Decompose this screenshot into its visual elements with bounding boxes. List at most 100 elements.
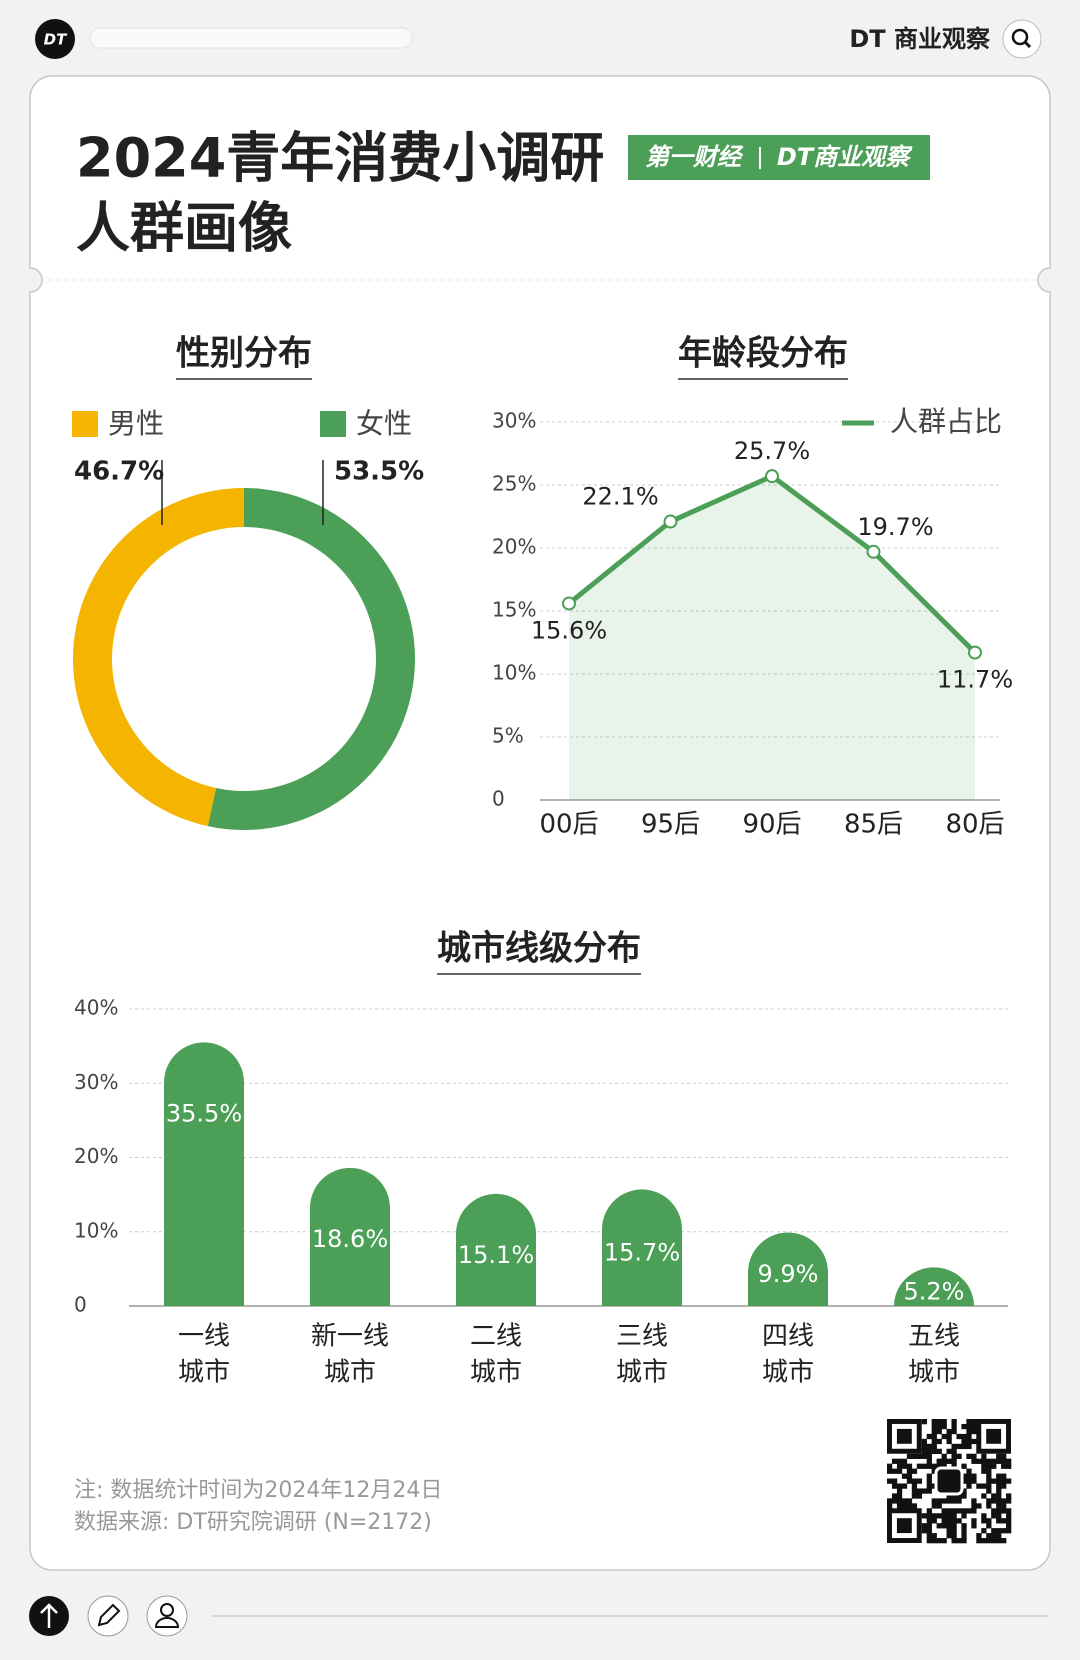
qr-cell	[941, 1458, 947, 1464]
qr-cell	[991, 1478, 997, 1484]
qr-cell	[961, 1443, 967, 1450]
qr-cell	[931, 1503, 937, 1509]
qr-cell	[986, 1478, 992, 1484]
qr-cell	[976, 1458, 982, 1464]
qr-cell	[931, 1513, 937, 1519]
qr-cell	[966, 1443, 972, 1450]
qr-cell	[986, 1488, 992, 1494]
value-label: 11.7%	[937, 666, 1013, 694]
qr-cell	[887, 1478, 893, 1484]
value-label: 18.6%	[312, 1225, 388, 1253]
qr-cell	[946, 1528, 952, 1534]
qr-cell	[1001, 1458, 1007, 1464]
qr-cell	[931, 1463, 937, 1469]
qr-cell	[926, 1443, 932, 1450]
qr-cell	[926, 1458, 932, 1464]
qr-cell	[951, 1458, 957, 1464]
qr-cell	[966, 1508, 972, 1514]
qr-cell	[926, 1513, 932, 1519]
qr-cell	[931, 1533, 937, 1539]
qr-cell	[996, 1493, 1002, 1499]
value-label: 15.7%	[604, 1239, 680, 1267]
qr-cell	[926, 1508, 932, 1514]
qr-code[interactable]	[886, 1418, 1012, 1544]
qr-cell	[936, 1458, 942, 1464]
qr-cell	[896, 1463, 903, 1469]
value-label: 5.2%	[904, 1278, 965, 1306]
search-bar[interactable]	[89, 27, 413, 49]
qr-cell	[971, 1503, 977, 1509]
qr-cell	[936, 1423, 942, 1430]
legend-swatch	[320, 411, 346, 437]
qr-cell	[887, 1503, 893, 1509]
qr-cell	[921, 1523, 927, 1529]
qr-cell	[1001, 1478, 1007, 1484]
qr-cell	[986, 1533, 992, 1539]
qr-cell	[946, 1533, 952, 1539]
qr-cell	[966, 1468, 972, 1474]
qr-cell	[936, 1503, 942, 1509]
qr-cell	[941, 1463, 947, 1469]
value-label: 15.6%	[531, 616, 607, 644]
qr-cell	[956, 1518, 962, 1524]
qr-cell	[1001, 1473, 1007, 1479]
qr-cell	[961, 1508, 967, 1514]
qr-cell	[921, 1453, 927, 1459]
qr-cell	[896, 1483, 903, 1489]
qr-cell	[961, 1538, 967, 1544]
qr-cell	[971, 1478, 977, 1484]
qr-cell	[896, 1468, 903, 1474]
qr-cell	[921, 1448, 927, 1455]
qr-cell	[981, 1458, 987, 1464]
search-button[interactable]	[1002, 19, 1042, 59]
qr-cell	[951, 1448, 957, 1455]
qr-cell	[946, 1513, 952, 1519]
point	[765, 469, 779, 484]
qr-cell	[951, 1463, 957, 1469]
qr-cell	[981, 1453, 987, 1459]
donut-slice	[207, 488, 416, 830]
profile-icon	[160, 1603, 174, 1617]
qr-cell	[936, 1448, 942, 1455]
qr-cell	[996, 1538, 1002, 1544]
qr-cell	[951, 1419, 957, 1425]
qr-cell	[1006, 1508, 1012, 1514]
qr-cell	[966, 1483, 972, 1489]
point	[562, 596, 576, 611]
qr-cell	[911, 1488, 918, 1494]
avatar-circle[interactable]	[35, 19, 75, 59]
qr-cell	[1006, 1493, 1012, 1499]
qr-cell	[896, 1493, 903, 1499]
qr-cell	[961, 1423, 967, 1430]
qr-cell	[901, 1473, 908, 1479]
qr-cell	[891, 1498, 898, 1504]
edit-button[interactable]	[87, 1595, 129, 1637]
qr-cell	[961, 1493, 967, 1499]
qr-cell	[981, 1493, 987, 1499]
y-tick-label: 10%	[74, 1218, 118, 1242]
qr-finder	[896, 1518, 912, 1534]
qr-cell	[911, 1483, 918, 1489]
qr-cell	[896, 1488, 903, 1494]
qr-cell	[1006, 1518, 1012, 1524]
value-label: 53.5%	[334, 457, 424, 487]
x-tick-label: 95后	[641, 810, 700, 840]
qr-cell	[1006, 1458, 1012, 1464]
qr-cell	[936, 1463, 942, 1469]
point	[866, 544, 881, 559]
qr-cell	[941, 1518, 947, 1524]
qr-cell	[926, 1488, 932, 1494]
y-tick-label: 25%	[492, 472, 536, 496]
qr-cell	[961, 1513, 967, 1519]
qr-cell	[996, 1503, 1002, 1509]
value-label: 25.7%	[734, 437, 810, 465]
qr-cell	[941, 1453, 947, 1459]
qr-cell	[931, 1423, 937, 1430]
qr-cell	[931, 1483, 937, 1489]
qr-cell	[966, 1428, 972, 1435]
qr-cell	[956, 1538, 962, 1544]
qr-cell	[971, 1458, 977, 1464]
x-tick-label: 一线	[178, 1322, 230, 1352]
value-label: 15.1%	[458, 1241, 534, 1269]
